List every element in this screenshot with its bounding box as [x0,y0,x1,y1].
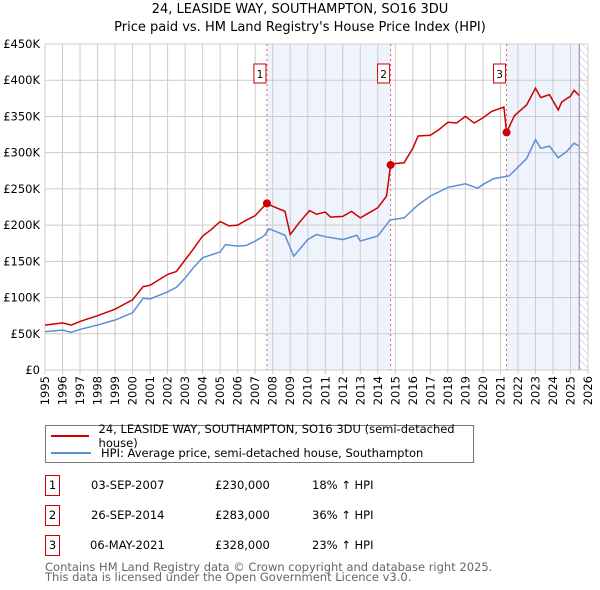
chart-subtitle: Price paid vs. HM Land Registry's House … [114,20,486,35]
x-tick-label: 2006 [231,376,245,405]
chart-title: 24, LEASIDE WAY, SOUTHAMPTON, SO16 3DU [151,2,449,17]
footer-licence: This data is licensed under the Open Gov… [45,570,412,584]
sale-date: 06-MAY-2021 [90,538,165,552]
sale-price: £328,000 [215,538,270,552]
legend-swatch-blue [51,452,91,454]
x-tick-label: 2015 [388,376,402,405]
x-tick-label: 2013 [353,376,367,405]
y-tick-label: £250K [3,182,40,196]
sale-date: 26-SEP-2014 [91,508,165,522]
x-tick-label: 1996 [56,376,70,405]
x-tick-label: 1999 [108,376,122,405]
sale-label-number: 2 [380,69,387,81]
sale-hpi: 23% ↑ HPI [312,538,374,552]
x-tick-label: 2024 [546,376,560,405]
sale-label-number: 3 [496,69,503,81]
x-tick-label: 2009 [283,376,297,405]
x-tick-label: 1997 [73,376,87,405]
footer-copyright: Contains HM Land Registry data © Crown c… [45,560,493,574]
x-tick-label: 2025 [563,376,577,405]
y-tick-label: £150K [3,254,40,268]
sale-label-box [377,63,391,84]
x-tick-label: 1998 [91,376,105,405]
x-tick-label: 2007 [248,376,262,405]
x-tick-label: 2005 [213,376,227,405]
y-tick-label: £200K [3,218,40,232]
legend-item-hpi: HPI: Average price, semi-detached house,… [51,445,423,461]
x-tick-label: 2002 [161,376,175,405]
x-tick-label: 2018 [441,376,455,405]
y-tick-label: £0 [25,363,40,377]
legend-label: 24, LEASIDE WAY, SOUTHAMPTON, SO16 3DU (… [98,422,455,450]
sale-point [386,160,395,169]
sale-number: 1 [45,475,60,496]
sale-price: £230,000 [215,478,270,492]
x-tick-label: 2026 [581,376,595,405]
x-tick-label: 2014 [371,376,385,405]
y-tick-label: £350K [3,109,40,123]
plot-area: 1995 1996 1997 1998 1999 2000 2001 2002 2003 2004… [3,37,595,405]
shaded-range [266,44,391,370]
y-tick-label: £400K [3,73,40,87]
sale-label-box [253,63,267,84]
x-tick-label: 2023 [528,376,542,405]
sale-point [502,128,511,137]
y-tick-label: £50K [11,327,41,341]
x-tick-label: 1995 [38,376,52,405]
x-tick-label: 2011 [318,376,332,405]
sale-label-number: 1 [257,69,264,81]
sale-point [262,199,271,208]
x-tick-label: 2001 [143,376,157,405]
x-tick-label: 2004 [196,376,210,405]
x-tick-label: 2000 [126,376,140,405]
hpi-series-line [44,138,580,334]
y-tick-label: £450K [3,37,40,51]
x-tick-label: 2008 [266,376,280,405]
forecast-hatch [579,44,588,370]
sale-number: 3 [45,535,60,556]
x-tick-label: 2016 [406,376,420,405]
sale-label-box [493,63,507,84]
x-tick-label: 2022 [511,376,525,405]
x-tick-label: 2017 [423,376,437,405]
x-tick-label: 2003 [178,376,192,405]
y-tick-label: £300K [3,146,40,160]
sale-hpi: 36% ↑ HPI [312,508,374,522]
sale-hpi: 18% ↑ HPI [312,478,374,492]
x-tick-label: 2019 [458,376,472,405]
legend-item-property: 24, LEASIDE WAY, SOUTHAMPTON, SO16 3DU (… [51,422,473,450]
sale-date: 03-SEP-2007 [91,478,165,492]
x-tick-label: 2012 [336,376,350,405]
x-tick-label: 2021 [493,376,507,405]
sale-number: 2 [45,505,60,526]
x-tick-label: 2020 [476,376,490,405]
legend-swatch-red [51,435,89,437]
y-tick-label: £100K [3,291,40,305]
sale-price: £283,000 [215,508,270,522]
legend-label: HPI: Average price, semi-detached house,… [101,446,424,460]
legend: 24, LEASIDE WAY, SOUTHAMPTON, SO16 3DU (… [45,422,474,463]
x-tick-label: 2010 [301,376,315,405]
